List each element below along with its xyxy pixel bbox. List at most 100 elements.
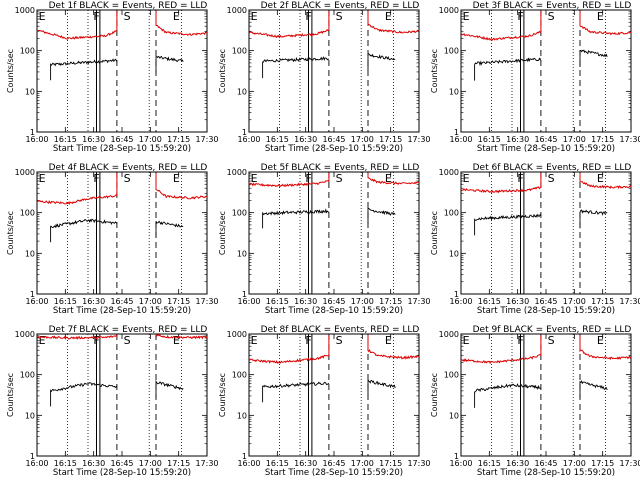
event-marker-e: E [463,10,470,23]
events-rate-line [474,213,542,236]
x-tick-label: 17:15 [167,297,190,306]
event-marker-s: S [336,172,343,185]
x-tick-label: 17:30 [407,459,430,468]
panel-det-9: Det 9f BLACK = Events, RED = LLD 1 10 100 10… [430,325,640,478]
x-tick-label: 16:00 [25,459,48,468]
event-marker-f: F [305,10,311,23]
y-axis-label: Counts/sec [218,373,227,417]
event-marker-e: E [173,10,180,23]
events-rate-line [579,49,608,67]
x-tick-label: 16:00 [449,459,472,468]
y-tick-label: 100 [232,209,247,218]
x-tick-label: 17:30 [407,135,430,144]
y-tick-label: 1000 [15,168,35,177]
panel-title: Det 4f BLACK = Events, RED = LLD [49,163,208,173]
lld-rate-line [367,335,420,360]
events-rate-line [367,379,396,396]
event-marker-f: F [93,334,99,347]
events-rate-line [50,58,118,81]
x-tick-label: 16:45 [534,459,557,468]
event-marker-e: E [251,334,258,347]
x-axis-label: Start Time (28-Sep-10 15:59:20) [477,306,615,316]
y-tick-label: 1000 [439,168,459,177]
x-tick-label: 17:00 [139,135,162,144]
y-tick-label: 100 [20,47,35,56]
event-marker-e: E [385,10,392,23]
event-marker-s: S [124,10,131,23]
event-marker-s: S [336,334,343,347]
x-tick-label: 16:00 [237,135,260,144]
x-axis-label: Start Time (28-Sep-10 15:59:20) [477,144,615,154]
event-marker-e: E [385,334,392,347]
events-rate-line [50,382,118,407]
event-marker-e: E [463,334,470,347]
x-tick-label: 16:45 [534,297,557,306]
x-tick-label: 17:00 [139,459,162,468]
x-tick-label: 16:30 [294,459,317,468]
y-tick-label: 1000 [227,330,247,339]
x-tick-label: 16:00 [237,297,260,306]
x-tick-label: 17:00 [563,459,586,468]
y-tick-label: 10 [449,249,459,258]
y-tick-label: 100 [20,371,35,380]
event-marker-e: E [385,172,392,185]
x-tick-label: 17:15 [379,459,402,468]
x-tick-label: 16:15 [478,297,501,306]
x-tick-label: 17:00 [351,297,374,306]
events-rate-line [579,380,608,398]
x-tick-label: 16:00 [449,297,472,306]
lld-rate-line [248,335,330,364]
event-marker-e: E [463,172,470,185]
x-tick-label: 16:45 [322,297,345,306]
event-marker-e: E [597,10,604,23]
x-tick-label: 16:00 [25,135,48,144]
panel-det-7: Det 7f BLACK = Events, RED = LLD 1 10 100 10… [6,325,219,478]
lld-rate-line [367,173,420,186]
panel-det-3: Det 3f BLACK = Events, RED = LLD 1 10 100 10… [430,1,640,154]
lld-rate-line [460,173,542,194]
y-axis-label: Counts/sec [430,373,439,417]
y-axis-label: Counts/sec [218,49,227,93]
panel-det-5: Det 5f BLACK = Events, RED = LLD 1 10 100 10… [218,163,431,316]
panel-title: Det 6f BLACK = Events, RED = LLD [473,163,632,173]
panel-title: Det 5f BLACK = Events, RED = LLD [261,163,420,173]
lld-rate-line [367,11,420,34]
y-tick-label: 1000 [15,330,35,339]
events-rate-line [474,57,542,81]
y-tick-label: 1000 [15,6,35,15]
event-marker-f: F [305,172,311,185]
event-marker-e: E [39,172,46,185]
panel-title: Det 8f BLACK = Events, RED = LLD [261,325,420,335]
x-tick-label: 17:00 [139,297,162,306]
y-tick-label: 1000 [439,6,459,15]
x-axis-label: Start Time (28-Sep-10 15:59:20) [265,144,403,154]
x-tick-label: 17:30 [407,297,430,306]
x-tick-label: 17:15 [591,459,614,468]
y-tick-label: 10 [237,87,247,96]
events-rate-line [262,208,330,229]
event-marker-e: E [597,334,604,347]
x-axis-label: Start Time (28-Sep-10 15:59:20) [53,306,191,316]
event-marker-s: S [548,172,555,185]
x-tick-label: 16:30 [82,297,105,306]
x-tick-label: 17:00 [563,297,586,306]
x-tick-label: 16:45 [110,459,133,468]
y-tick-label: 100 [444,371,459,380]
lld-rate-line [36,11,118,40]
panel-det-4: Det 4f BLACK = Events, RED = LLD 1 10 100 10… [6,163,219,316]
event-marker-f: F [93,10,99,23]
y-tick-label: 10 [449,87,459,96]
x-tick-label: 16:30 [506,297,529,306]
y-tick-label: 10 [449,411,459,420]
x-tick-label: 17:30 [195,135,218,144]
y-tick-label: 1 [454,128,459,137]
y-tick-label: 1 [242,452,247,461]
x-tick-label: 16:30 [294,135,317,144]
y-tick-label: 10 [25,87,35,96]
y-axis-label: Counts/sec [430,49,439,93]
y-tick-label: 10 [237,249,247,258]
panel-title: Det 1f BLACK = Events, RED = LLD [49,1,208,11]
x-tick-label: 17:30 [619,135,640,144]
y-axis-label: Counts/sec [6,211,15,255]
y-tick-label: 10 [25,249,35,258]
